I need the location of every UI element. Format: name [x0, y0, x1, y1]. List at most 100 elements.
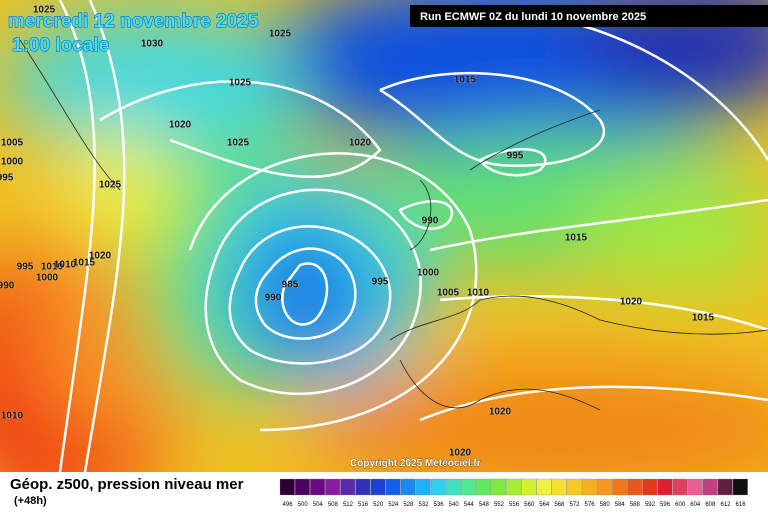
scale-swatch	[612, 478, 627, 496]
scale-label: 564	[539, 502, 550, 508]
scale-swatch	[672, 478, 688, 496]
scale-label: 516	[358, 502, 369, 508]
isobar-label: 1000	[1, 157, 24, 168]
scale-swatch	[627, 478, 643, 496]
isobar-label: 1025	[99, 180, 122, 191]
isobar-label: 1015	[454, 75, 477, 86]
scale-swatch	[279, 478, 295, 496]
isobar-label: 1005	[437, 288, 460, 299]
scale-swatch	[732, 478, 748, 496]
title-time: 1:00 locale	[12, 35, 109, 56]
isobar-label: 1015	[73, 258, 96, 269]
isobar-label: 995	[17, 262, 34, 273]
scale-swatch	[370, 478, 386, 496]
isobar-label: 1025	[229, 78, 252, 89]
isobar-label: 1020	[349, 138, 372, 149]
run-box	[410, 5, 768, 27]
scale-swatch	[521, 478, 537, 496]
isobar-label: 995	[507, 151, 524, 162]
isobar-label: 1005	[1, 138, 24, 149]
scale-label: 608	[705, 502, 716, 508]
scale-label: 616	[736, 502, 747, 508]
scale-label: 560	[524, 502, 535, 508]
isobar-label: 995	[372, 277, 389, 288]
scale-label: 584	[615, 502, 626, 508]
scale-label: 588	[630, 502, 641, 508]
scale-swatch	[430, 478, 446, 496]
scale-label: 524	[388, 502, 399, 508]
scale-swatch	[310, 478, 325, 496]
scale-label: 572	[569, 502, 580, 508]
scale-swatch	[476, 478, 492, 496]
scale-swatch	[400, 478, 416, 496]
isobar-label: 1010	[467, 288, 490, 299]
copyright: Copyright 2025 Meteociel.fr	[350, 458, 481, 469]
isobar-label: 1025	[269, 29, 292, 40]
scale-swatch	[566, 478, 582, 496]
scale-label: 592	[645, 502, 656, 508]
scale-label: 556	[509, 502, 520, 508]
isobar-label: 990	[265, 293, 282, 304]
scale-swatch	[506, 478, 522, 496]
isobar-label: 1000	[36, 273, 59, 284]
scale-swatch	[687, 478, 703, 496]
isobar-label: 990	[0, 281, 15, 292]
scale-swatch	[657, 478, 673, 496]
scale-label: 580	[600, 502, 611, 508]
caption: Géop. z500, pression niveau mer	[10, 476, 244, 493]
isobar-label: 1025	[33, 5, 56, 16]
isobar-label: 1010	[41, 262, 64, 273]
isobar-label: 1020	[620, 297, 643, 308]
isobar-label: 1020	[169, 120, 192, 131]
scale-swatch	[294, 478, 310, 496]
scale-label: 536	[434, 502, 445, 508]
scale-label: 508	[328, 502, 339, 508]
scale-label: 552	[494, 502, 505, 508]
scale-label: 528	[403, 502, 414, 508]
scale-label: 500	[298, 502, 309, 508]
scale-label: 604	[690, 502, 701, 508]
scale-swatch	[596, 478, 612, 496]
isobar-label: 1030	[141, 39, 164, 50]
scale-swatch	[445, 478, 461, 496]
scale-label: 504	[313, 502, 324, 508]
scale-label: 544	[464, 502, 475, 508]
scale-label: 612	[720, 502, 731, 508]
scale-swatch	[536, 478, 552, 496]
lead-time: (+48h)	[14, 495, 47, 507]
isobar-label: 1020	[89, 251, 112, 262]
scale-swatch	[355, 478, 371, 496]
color-scale: 496 500 504 508 512 516 520 524 528 532 536 540 544 5…	[279, 478, 748, 508]
scale-swatch	[551, 478, 567, 496]
isobar-label: 1020	[449, 448, 472, 459]
scale-label: 596	[660, 502, 671, 508]
scale-label: 576	[585, 502, 596, 508]
isobar-label: 990	[422, 216, 439, 227]
scale-swatch	[702, 478, 718, 496]
scale-label: 520	[373, 502, 384, 508]
scale-swatch	[415, 478, 431, 496]
scale-swatch	[461, 478, 476, 496]
scale-label: 532	[418, 502, 429, 508]
title-date: mercredi 12 novembre 2025	[8, 11, 259, 32]
coastlines	[19, 39, 768, 411]
isobar-label: 1020	[489, 407, 512, 418]
isobar-label: 1015	[565, 233, 588, 244]
scale-swatch	[325, 478, 341, 496]
scale-swatch	[581, 478, 597, 496]
isobar-label: 1015	[692, 313, 715, 324]
isobar-label: 1010	[1, 411, 24, 422]
isobar-label: 995	[0, 173, 14, 184]
scale-swatch	[717, 478, 733, 496]
isobar-label: 1000	[417, 268, 440, 279]
run-info: Run ECMWF 0Z du lundi 10 novembre 2025	[420, 11, 646, 23]
scale-label: 512	[343, 502, 354, 508]
scale-swatch	[491, 478, 507, 496]
isobar-label: 1010	[54, 260, 77, 271]
scale-label: 496	[283, 502, 294, 508]
scale-swatch	[642, 478, 658, 496]
scale-swatch	[385, 478, 401, 496]
